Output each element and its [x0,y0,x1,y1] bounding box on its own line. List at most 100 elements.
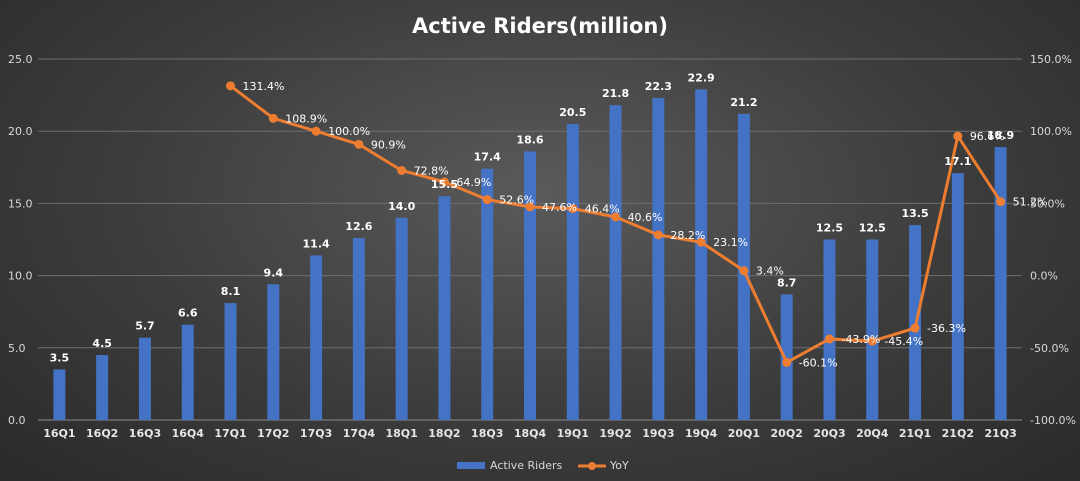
yoy-value-label: 64.9% [456,176,491,189]
bar [609,105,622,420]
bar-value-label: 22.3 [645,80,672,93]
y-right-tick-label: -100.0% [1030,414,1076,427]
yoy-value-label: 46.4% [585,203,620,216]
x-tick-label: 19Q3 [642,427,674,440]
x-tick-label: 17Q2 [257,427,289,440]
legend: Active Riders YoY [457,459,629,472]
yoy-point [824,334,834,344]
bar-value-label: 8.7 [777,276,797,289]
x-tick-label: 19Q4 [685,427,718,440]
yoy-point [782,357,792,367]
y-right-tick-label: 50.0% [1030,197,1065,210]
bar-value-label: 20.5 [559,106,586,119]
bar-value-label: 22.9 [688,71,715,84]
yoy-point [611,212,621,222]
x-tick-label: 21Q1 [899,427,931,440]
bar-value-label: 21.8 [602,87,629,100]
yoy-value-label: -43.9% [841,333,880,346]
yoy-point [910,323,920,333]
bar [138,337,151,420]
bar [951,173,964,420]
legend-label-active-riders: Active Riders [490,459,562,472]
y-left-tick-label: 10.0 [8,270,33,283]
bar-value-label: 12.5 [859,222,886,235]
bar [994,147,1007,421]
bar-value-label: 12.5 [816,222,843,235]
yoy-point [439,177,449,187]
x-tick-label: 18Q2 [428,427,460,440]
bar-value-label: 17.1 [944,155,971,168]
bar-value-label: 11.4 [303,237,330,250]
bar-value-label: 15.5 [431,178,458,191]
yoy-value-label: -60.1% [799,356,838,369]
bar [267,284,280,420]
x-tick-label: 16Q2 [86,427,118,440]
x-tick-label: 18Q4 [514,427,547,440]
yoy-point [653,230,663,240]
bar [181,324,194,420]
x-tick-label: 16Q3 [129,427,161,440]
y-left-tick-label: 15.0 [8,197,33,210]
y-right-tick-label: 150.0% [1030,53,1072,66]
yoy-value-label: 96.6% [970,130,1005,143]
yoy-point [739,266,749,276]
x-tick-label: 19Q1 [557,427,589,440]
x-tick-label: 20Q3 [813,427,845,440]
yoy-value-label: 23.1% [713,236,748,249]
yoy-point [525,202,535,212]
y-right-tick-label: 100.0% [1030,125,1072,138]
bar-series [53,89,1007,421]
bar [395,217,408,420]
bar-value-label: 14.0 [388,200,415,213]
yoy-point [482,195,492,205]
x-tick-label: 19Q2 [599,427,631,440]
yoy-value-label: -45.4% [884,335,923,348]
legend-swatch-active-riders [457,462,485,469]
bar-value-label: 13.5 [901,207,928,220]
y-left-tick-label: 0.0 [8,414,26,427]
bar [780,294,793,420]
bar [310,255,323,420]
bar-value-label: 5.7 [135,320,155,333]
bar [524,151,536,420]
bar [438,196,451,420]
yoy-value-label: 28.2% [670,229,705,242]
y-right-tick-label: -50.0% [1030,342,1069,355]
yoy-value-label: 51.2% [1013,196,1048,209]
x-tick-label: 18Q3 [471,427,503,440]
bar [866,239,879,420]
x-tick-label: 16Q4 [172,427,205,440]
bar [481,168,494,420]
x-tick-label: 20Q4 [856,427,889,440]
bar-value-label: 18.6 [516,133,543,146]
bar-value-label: 6.6 [178,307,198,320]
yoy-value-label: 72.8% [414,164,449,177]
x-tick-label: 17Q1 [214,427,246,440]
yoy-point [867,336,877,346]
x-tick-label: 17Q3 [300,427,332,440]
yoy-value-label: 52.6% [499,194,534,207]
chart-title: Active Riders(million) [412,14,668,38]
yoy-value-label: 40.6% [628,211,663,224]
bar-value-label: 17.4 [474,151,501,164]
yoy-point [696,237,706,247]
data-labels: 3.5 4.5 5.7 6.6 8.1 9.4 11.4 12.6 14.0 15.5 17.4 18… [50,71,1048,369]
x-tick-label: 16Q1 [43,427,75,440]
bar-value-label: 3.5 [50,351,70,364]
bar-value-label: 18.9 [987,129,1014,142]
bar [53,369,66,420]
bar [224,303,237,420]
y-right-tick-label: 0.0% [1030,270,1058,283]
yoy-point [953,131,963,141]
yoy-series [226,81,1006,367]
y-left-tick-label: 5.0 [8,342,26,355]
bar-value-label: 12.6 [345,220,372,233]
yoy-point [311,126,321,136]
y-left-tick-label: 20.0 [8,125,33,138]
yoy-value-label: 100.0% [328,125,370,138]
yoy-value-label: -36.3% [927,322,966,335]
bar [566,123,579,420]
yoy-point [568,204,578,214]
